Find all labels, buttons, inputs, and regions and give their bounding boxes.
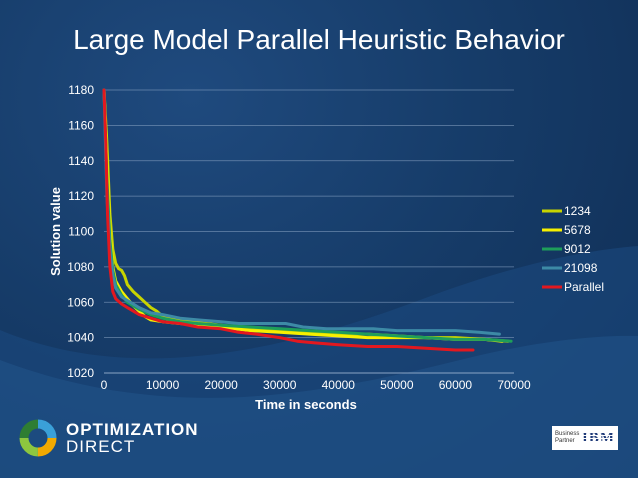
y-tick-label: 1020 xyxy=(67,366,94,380)
y-axis-label: Solution value xyxy=(48,187,63,276)
y-tick-label: 1100 xyxy=(68,225,94,239)
ibm-logo: IBM xyxy=(582,429,615,446)
partner-text-business: Business xyxy=(555,431,580,437)
x-axis-label: Time in seconds xyxy=(255,397,357,412)
legend-label-1234: 1234 xyxy=(564,204,591,218)
y-tick-label: 1180 xyxy=(68,83,94,97)
y-tick-label: 1140 xyxy=(68,154,94,168)
legend-label-9012: 9012 xyxy=(564,242,591,256)
series-line-5678 xyxy=(102,88,504,343)
y-tick-label: 1060 xyxy=(67,295,94,309)
x-tick-label: 60000 xyxy=(439,378,473,392)
legend-label-5678: 5678 xyxy=(564,223,591,237)
series-line-21098 xyxy=(102,88,501,336)
partner-text-partner: Partner xyxy=(555,438,575,444)
y-tick-label: 1040 xyxy=(67,331,94,345)
y-tick-label: 1120 xyxy=(68,189,94,203)
x-tick-label: 40000 xyxy=(322,378,356,392)
line-chart: 1020 1040 1060 1080 1100 1120 1140 1160 1180 0 100… xyxy=(48,83,604,412)
x-tick-label: 10000 xyxy=(146,378,180,392)
series-line-Parallel xyxy=(102,88,475,352)
optimization-direct-logo: OPTIMIZATION DIRECT xyxy=(18,418,199,458)
legend-label-21098: 21098 xyxy=(564,261,598,275)
slide-title: Large Model Parallel Heuristic Behavior xyxy=(73,24,565,55)
legend-label-Parallel: Parallel xyxy=(564,280,604,294)
y-tick-label: 1160 xyxy=(68,118,94,132)
y-tick-label: 1080 xyxy=(67,260,94,274)
logo-text-optimization: OPTIMIZATION xyxy=(66,420,199,439)
x-tick-label: 50000 xyxy=(380,378,414,392)
x-tick-label: 20000 xyxy=(204,378,238,392)
logo-ring-icon xyxy=(19,419,57,457)
logo-text-direct: DIRECT xyxy=(66,437,136,456)
x-tick-label: 70000 xyxy=(497,378,531,392)
ibm-business-partner-badge: Business Partner IBM xyxy=(552,426,618,450)
x-tick-label: 30000 xyxy=(263,378,297,392)
x-tick-label: 0 xyxy=(101,378,108,392)
series-line-1234 xyxy=(102,88,510,343)
series-line-9012 xyxy=(102,88,513,343)
